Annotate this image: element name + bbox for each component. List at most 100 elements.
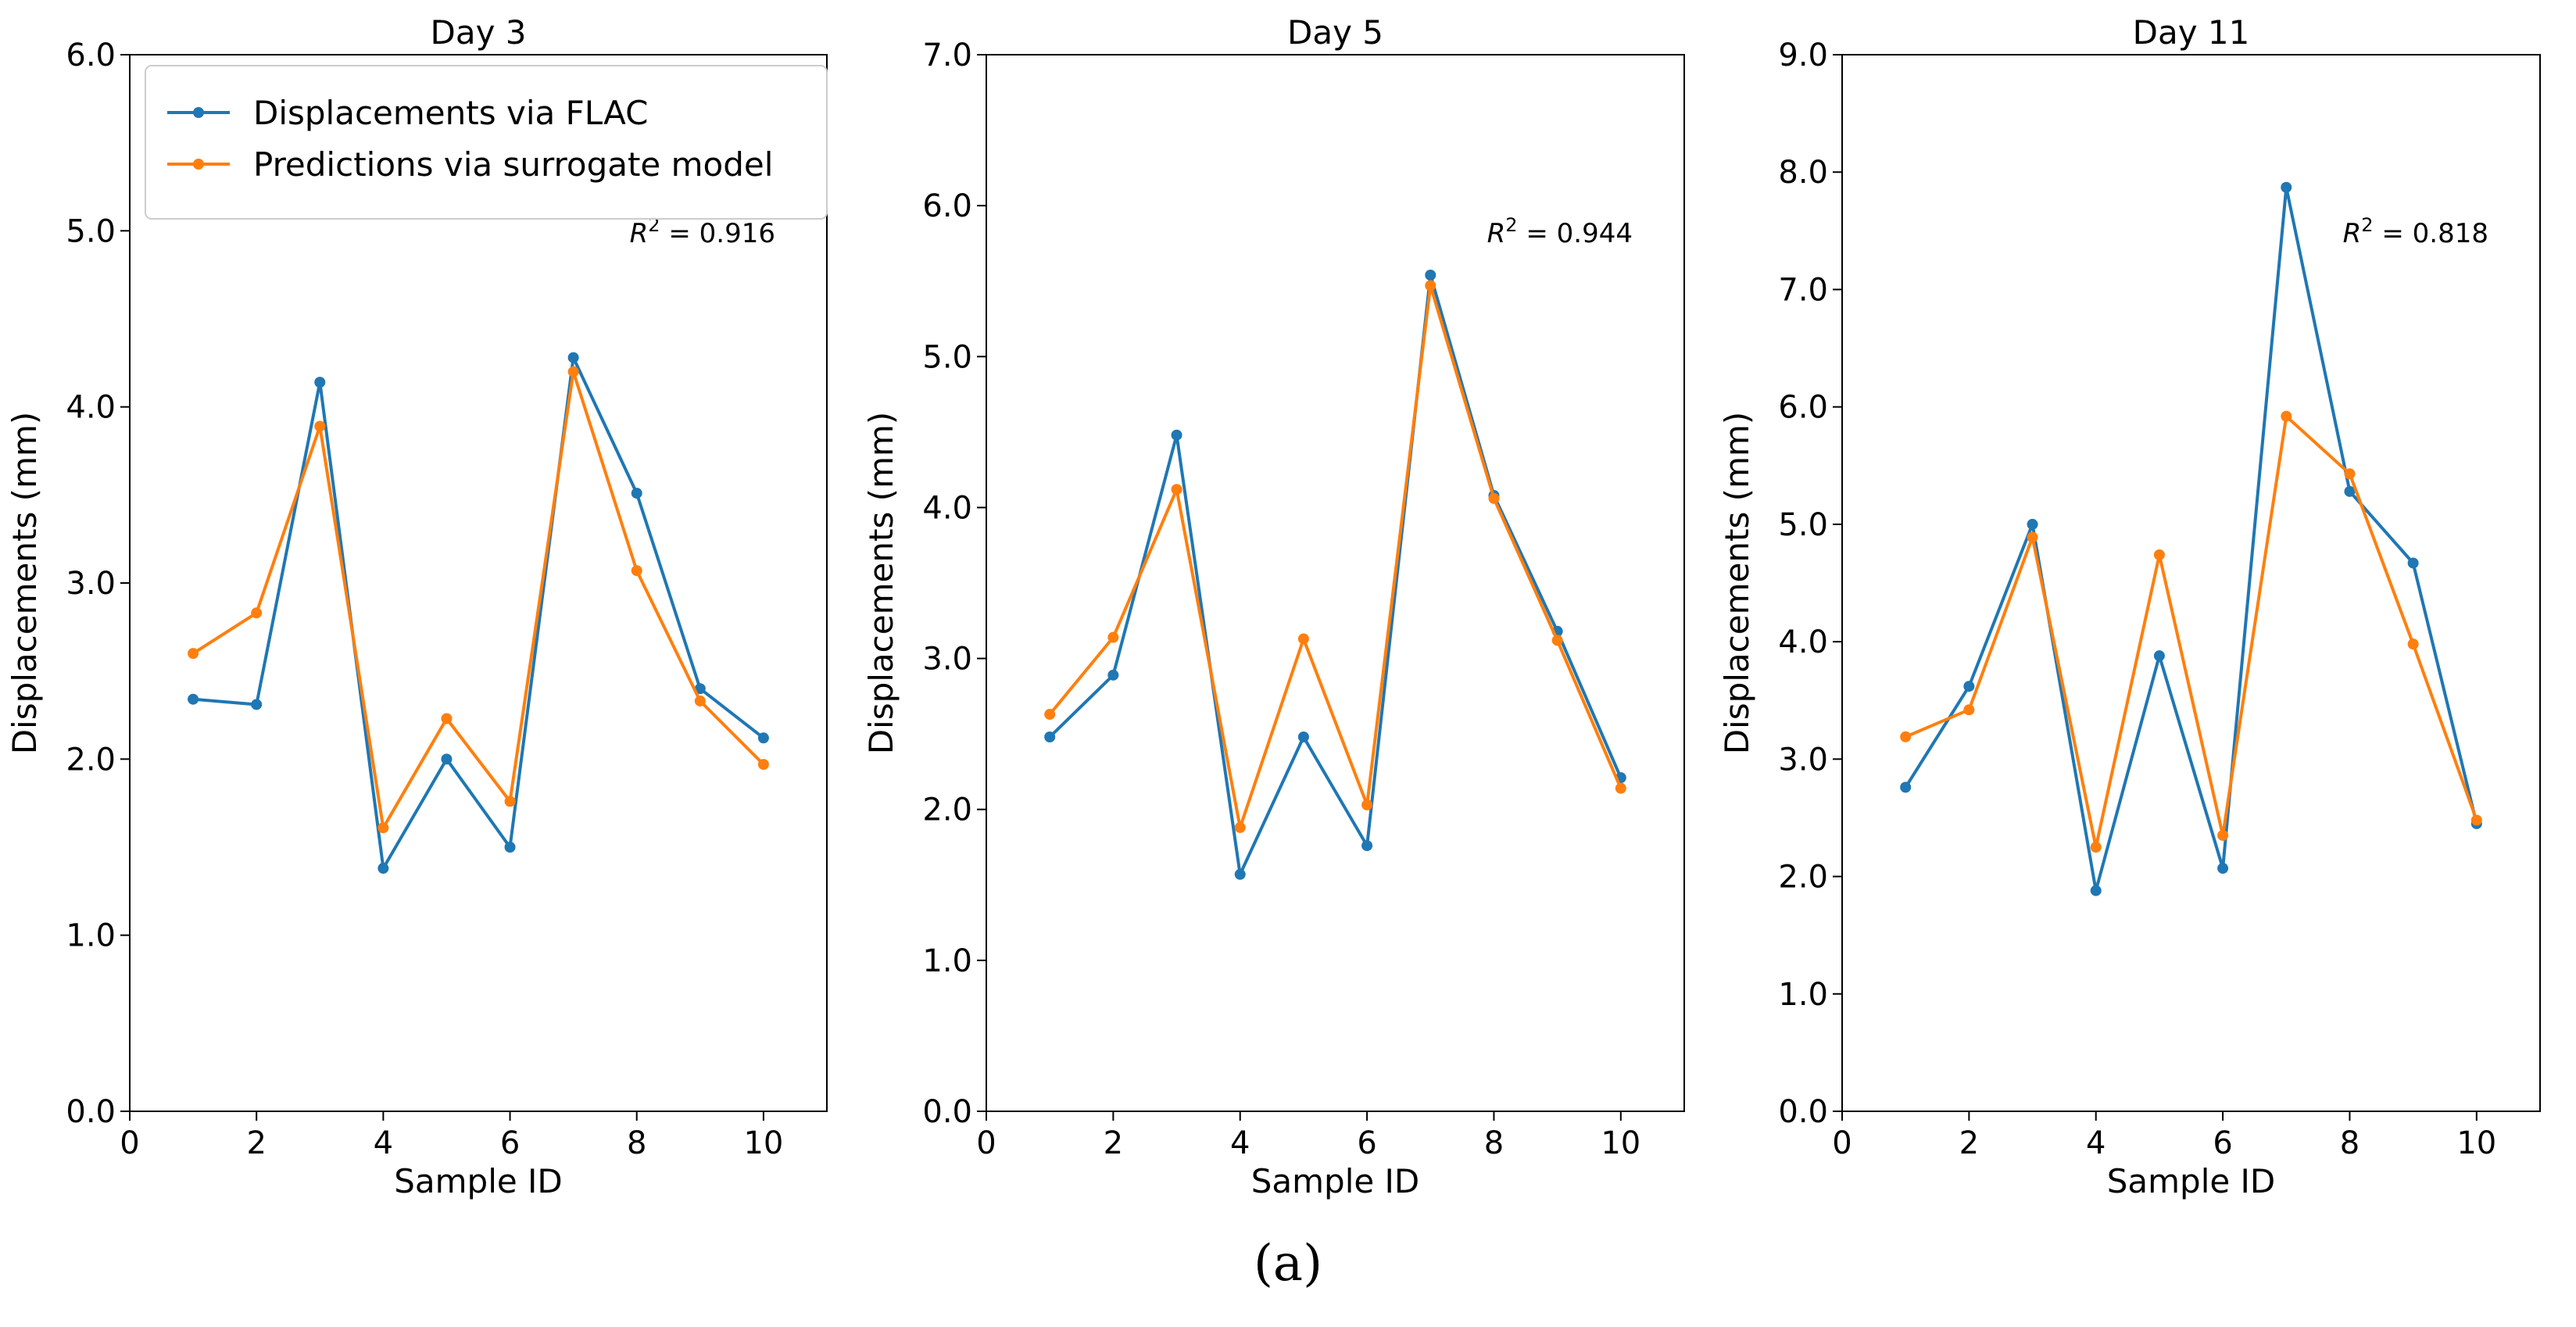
r-squared-superscript: 2 <box>1505 214 1517 236</box>
y-axis-label: Displacements (mm) <box>5 412 44 755</box>
legend: Displacements via FLAC Predictions via su… <box>145 65 828 220</box>
series-line <box>192 356 765 870</box>
data-point <box>2217 863 2229 875</box>
data-point <box>2344 468 2356 480</box>
data-point <box>1425 280 1436 292</box>
plot-frame <box>1841 54 2541 1112</box>
y-tick-label: 1.0 <box>66 918 116 954</box>
y-tick-label: 1.0 <box>922 943 972 979</box>
x-tick-label: 10 <box>2456 1125 2496 1161</box>
r-squared-value: = 0.818 <box>2374 218 2488 249</box>
data-point <box>694 695 706 706</box>
data-point <box>1234 868 1246 880</box>
data-point <box>251 607 263 619</box>
y-tick-label: 8.0 <box>1778 155 1828 191</box>
y-tick-label: 4.0 <box>1778 624 1828 660</box>
x-tick-label: 10 <box>1601 1125 1640 1161</box>
x-tick-label: 2 <box>1104 1125 1123 1161</box>
x-tick-label: 2 <box>246 1125 266 1161</box>
series-2 <box>1900 410 2482 853</box>
y-tick-label: 2.0 <box>922 792 972 828</box>
x-tick-label: 2 <box>1959 1125 1979 1161</box>
chart-panel-1: Day 3 0 2 4 6 8 10 0.0 1.0 2.0 3.0 4.0 5.0 6.0 Sample … <box>5 13 828 1200</box>
data-point <box>441 753 453 765</box>
y-tick-label: 1.0 <box>1778 977 1828 1013</box>
y-tick-label: 7.0 <box>1778 272 1828 308</box>
x-tick-label: 10 <box>743 1125 783 1161</box>
y-tick-label: 5.0 <box>66 213 116 249</box>
data-point <box>1297 731 1309 743</box>
x-tick-label: 6 <box>500 1125 520 1161</box>
data-point <box>1488 492 1500 504</box>
data-point <box>1171 429 1182 441</box>
data-point <box>1044 731 1056 743</box>
data-point <box>1361 799 1373 810</box>
data-point <box>188 648 199 660</box>
data-point <box>757 759 769 771</box>
data-point <box>2281 410 2292 422</box>
data-point <box>1107 669 1119 681</box>
data-point <box>1297 633 1309 645</box>
data-point <box>2027 531 2038 543</box>
r-squared-value: = 0.944 <box>1518 218 1633 249</box>
data-point <box>2470 814 2482 826</box>
data-point <box>504 842 516 853</box>
x-tick-label: 8 <box>1484 1125 1504 1161</box>
data-point <box>188 693 199 705</box>
r-squared-annotation: R2 = 0.818 <box>2343 214 2488 249</box>
y-tick-label: 2.0 <box>1778 860 1828 896</box>
y-tick-label: 5.0 <box>1778 507 1828 543</box>
legend-label: Displacements via FLAC <box>253 94 648 132</box>
x-tick-label: 6 <box>2213 1125 2232 1161</box>
r-squared-superscript: 2 <box>2361 214 2373 236</box>
y-tick-label: 9.0 <box>1778 38 1828 73</box>
y-tick-label: 7.0 <box>922 38 972 73</box>
series-1 <box>1044 269 1626 880</box>
series-1 <box>1900 181 2482 896</box>
data-point <box>2344 485 2356 497</box>
data-point <box>504 796 516 807</box>
data-point <box>314 420 326 432</box>
series-line <box>1904 185 2478 892</box>
y-tick-label: 4.0 <box>922 490 972 526</box>
r-squared-annotation: R2 = 0.944 <box>1487 214 1633 249</box>
data-point <box>1171 484 1182 495</box>
legend-label: Predictions via surrogate model <box>253 145 773 184</box>
x-tick-label: 4 <box>374 1125 393 1161</box>
x-tick-label: 0 <box>1832 1125 1852 1161</box>
data-point <box>251 699 263 710</box>
legend-box <box>145 65 828 220</box>
data-point <box>377 863 389 875</box>
data-point <box>2027 518 2038 530</box>
x-tick-label: 0 <box>120 1125 139 1161</box>
x-tick-label: 4 <box>2086 1125 2106 1161</box>
y-tick-label: 6.0 <box>66 38 116 73</box>
y-tick-label: 6.0 <box>1778 390 1828 426</box>
y-tick-label: 3.0 <box>66 566 116 602</box>
x-tick-label: 0 <box>976 1125 996 1161</box>
y-axis-label: Displacements (mm) <box>1718 412 1756 755</box>
y-tick-label: 3.0 <box>922 642 972 678</box>
x-tick-label: 6 <box>1357 1125 1376 1161</box>
x-axis-label: Sample ID <box>394 1162 563 1200</box>
series-line <box>1048 284 1623 829</box>
data-point <box>1963 681 1975 692</box>
data-point <box>631 488 642 499</box>
chart-title: Day 3 <box>430 13 526 52</box>
r-squared-symbol: R <box>630 218 649 249</box>
data-point <box>1425 269 1436 281</box>
chart-panel-3: Day 11 0 2 4 6 8 10 0.0 1.0 2.0 3.0 4.0 5.0 6.0 7.0 8.0… <box>1718 13 2541 1200</box>
series-2 <box>1044 280 1626 833</box>
y-tick-label: 5.0 <box>922 339 972 375</box>
y-tick-label: 0.0 <box>66 1094 116 1130</box>
data-point <box>757 732 769 744</box>
series-2 <box>188 366 769 834</box>
data-point <box>2407 638 2419 650</box>
data-point <box>1234 821 1246 833</box>
data-point <box>1900 782 1912 793</box>
y-tick-label: 6.0 <box>922 188 972 224</box>
data-point <box>2153 549 2165 560</box>
y-tick-label: 3.0 <box>1778 742 1828 778</box>
series-line <box>1048 274 1623 876</box>
